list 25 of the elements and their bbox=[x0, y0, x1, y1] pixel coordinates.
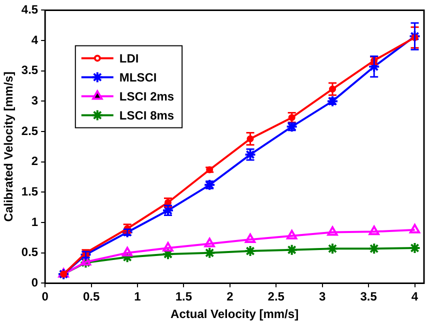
x-tick-label: 0.5 bbox=[82, 290, 100, 304]
x-tick-label: 3.5 bbox=[360, 290, 378, 304]
x-tick-label: 3 bbox=[318, 290, 326, 304]
y-axis-title: Calibrated Velocity [mm/s] bbox=[2, 72, 16, 222]
legend-label: LDI bbox=[119, 52, 139, 66]
legend-label: LSCI 2ms bbox=[119, 90, 174, 104]
legend-label: LSCI 8ms bbox=[119, 108, 174, 123]
x-tick-label: 1 bbox=[134, 290, 142, 304]
y-tick-label: 1.5 bbox=[21, 184, 38, 199]
y-tick-label: 0.5 bbox=[21, 245, 38, 260]
y-tick-label: 3 bbox=[31, 94, 38, 108]
x-tick-label: 1.5 bbox=[175, 290, 192, 304]
y-tick-label: 2 bbox=[31, 154, 38, 168]
x-tick-label: 2.5 bbox=[268, 290, 285, 304]
y-tick-label: 4 bbox=[31, 32, 38, 47]
y-tick-label: 0 bbox=[31, 276, 38, 290]
x-tick-label: 0 bbox=[42, 290, 49, 304]
y-tick-label: 3.5 bbox=[21, 63, 38, 78]
x-tick-label: 2 bbox=[226, 290, 234, 304]
x-axis-title: Actual Velocity [mm/s] bbox=[170, 307, 299, 322]
legend-label: MLSCI bbox=[119, 70, 157, 85]
x-tick-label: 4 bbox=[411, 290, 418, 304]
y-tick-label: 4.5 bbox=[21, 2, 38, 17]
y-tick-label: 1 bbox=[31, 214, 38, 229]
y-tick-label: 2.5 bbox=[21, 124, 38, 138]
